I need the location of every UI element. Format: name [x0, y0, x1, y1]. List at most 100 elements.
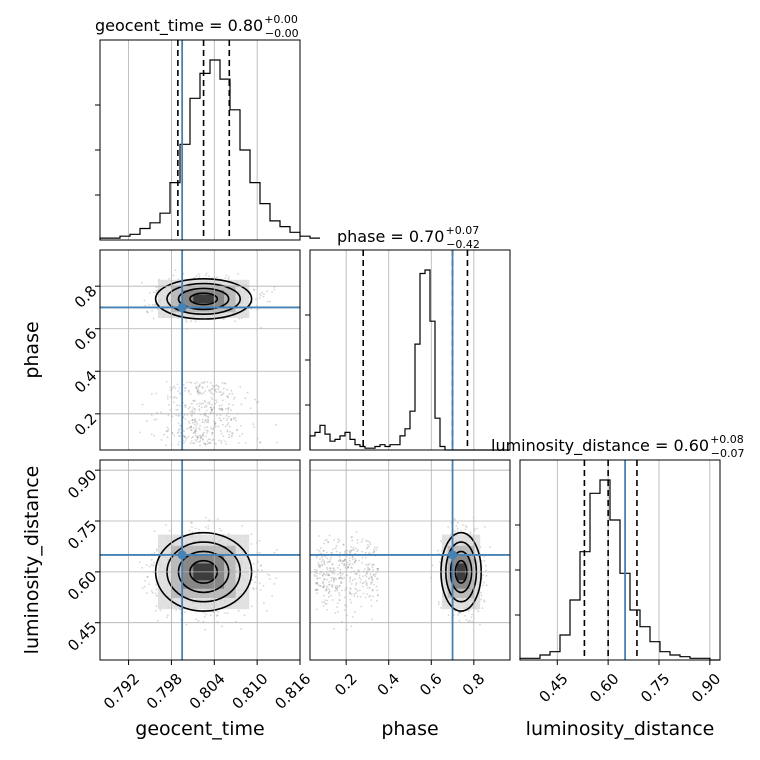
- sample-point: [333, 569, 336, 571]
- sample-point: [370, 575, 373, 578]
- sample-point: [237, 442, 240, 444]
- sample-point: [370, 581, 373, 584]
- sample-point: [227, 406, 230, 409]
- sample-point: [198, 385, 201, 387]
- sample-point: [215, 443, 217, 445]
- sample-point: [467, 609, 470, 612]
- sample-point: [324, 599, 327, 601]
- sample-point: [216, 414, 218, 416]
- sample-point: [208, 403, 211, 405]
- sample-point: [193, 427, 195, 429]
- sample-point: [152, 564, 155, 567]
- sample-point: [315, 571, 317, 574]
- sample-point: [364, 551, 367, 554]
- sample-point: [314, 575, 317, 577]
- sample-point: [177, 390, 180, 392]
- sample-point: [350, 601, 352, 604]
- sample-point: [165, 444, 168, 447]
- sample-point: [356, 542, 359, 544]
- sample-point: [219, 408, 221, 411]
- sample-point: [328, 574, 331, 577]
- sample-point: [195, 440, 198, 443]
- sample-point: [156, 549, 158, 552]
- sample-point: [220, 442, 223, 444]
- sample-point: [454, 530, 456, 532]
- sample-point: [203, 616, 206, 618]
- sample-point: [189, 426, 192, 429]
- sample-point: [327, 592, 330, 595]
- sample-point: [211, 439, 214, 441]
- sample-point: [194, 399, 196, 402]
- sample-point: [145, 310, 148, 313]
- sample-point: [356, 590, 359, 592]
- sample-point: [154, 304, 157, 306]
- sample-point: [485, 564, 487, 567]
- sample-point: [330, 579, 333, 582]
- sample-point: [327, 541, 329, 543]
- sample-point: [207, 438, 210, 440]
- sample-point: [262, 295, 265, 298]
- sample-point: [183, 436, 186, 438]
- sample-point: [316, 582, 319, 584]
- sample-point: [193, 423, 196, 426]
- sample-point: [326, 539, 328, 541]
- truth-point: [177, 302, 187, 312]
- sample-point: [372, 548, 375, 551]
- sample-point: [219, 414, 222, 417]
- sample-point: [262, 585, 265, 587]
- sample-point: [155, 548, 158, 551]
- sample-point: [201, 421, 204, 423]
- sample-point: [340, 581, 343, 584]
- sample-point: [151, 591, 154, 594]
- sample-point: [329, 594, 332, 597]
- sample-point: [348, 557, 351, 559]
- sample-point: [232, 398, 235, 400]
- sample-point: [222, 435, 225, 437]
- sample-point: [347, 566, 350, 568]
- sample-point: [146, 311, 149, 314]
- sample-point: [178, 434, 180, 437]
- truth-lines: [100, 40, 626, 660]
- sample-point: [191, 419, 194, 421]
- sample-point: [231, 434, 234, 437]
- sample-point: [205, 404, 208, 407]
- sample-point: [222, 417, 225, 420]
- sample-point: [202, 438, 204, 441]
- sample-point: [325, 571, 328, 574]
- sample-point: [316, 583, 319, 585]
- sample-point: [367, 552, 370, 555]
- sample-point: [338, 585, 341, 588]
- sample-point: [344, 604, 346, 606]
- sample-point: [371, 588, 374, 591]
- sample-point: [216, 276, 219, 279]
- sample-point: [322, 550, 325, 552]
- sample-point: [315, 581, 317, 584]
- sample-point: [202, 392, 205, 394]
- sample-point: [458, 612, 460, 614]
- sample-point: [165, 381, 168, 383]
- x-tick-label: 0.75: [637, 670, 673, 706]
- sample-point: [351, 548, 354, 551]
- sample-point: [221, 625, 224, 628]
- sample-point: [376, 589, 379, 592]
- sample-point: [365, 563, 368, 566]
- sample-point: [464, 614, 467, 617]
- sample-point: [195, 427, 198, 430]
- sample-point: [220, 440, 223, 442]
- sample-point: [258, 297, 261, 300]
- sample-point: [230, 419, 233, 422]
- sample-point: [210, 406, 213, 409]
- panel-frame: [309, 249, 511, 451]
- sample-point: [183, 389, 186, 392]
- sample-point: [372, 595, 374, 598]
- sample-point: [167, 428, 170, 431]
- sample-point: [335, 550, 338, 553]
- sample-point: [154, 291, 157, 294]
- sample-point: [232, 418, 235, 420]
- sample-point: [189, 393, 192, 395]
- sample-point: [221, 409, 224, 411]
- sample-point: [356, 539, 359, 541]
- sample-point: [351, 563, 354, 565]
- sample-point: [222, 392, 225, 395]
- sample-point: [316, 572, 318, 574]
